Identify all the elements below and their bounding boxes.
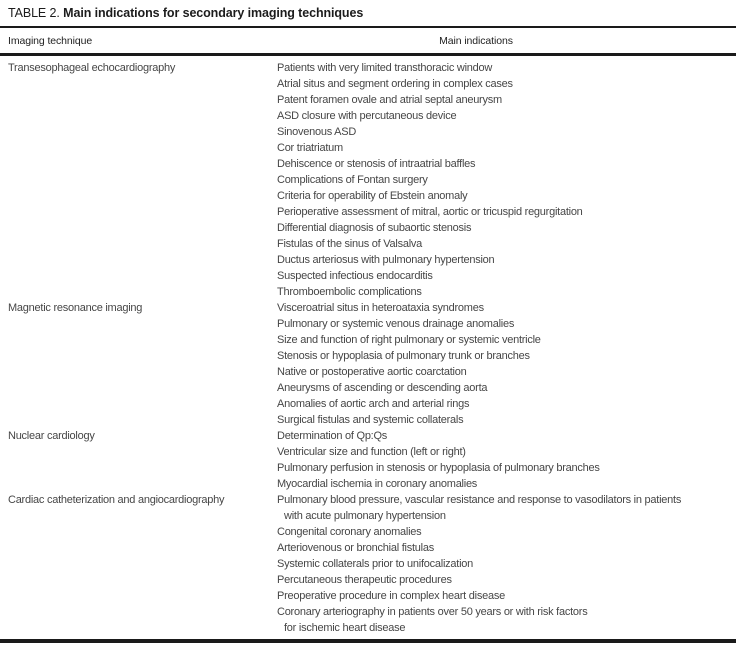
column-header-imaging-technique: Imaging technique (8, 35, 93, 47)
indication-line: Dehiscence or stenosis of intraatrial ba… (277, 158, 476, 170)
indications-list: Visceroatrial situs in heteroataxia synd… (277, 300, 736, 428)
indication-line: Ventricular size and function (left or r… (277, 446, 466, 458)
indication-line: Atrial situs and segment ordering in com… (277, 78, 513, 90)
technique-name: Nuclear cardiology (8, 430, 95, 442)
indication-line: Stenosis or hypoplasia of pulmonary trun… (277, 350, 530, 362)
indication-line: Patients with very limited transthoracic… (277, 62, 493, 74)
indication-line: Percutaneous therapeutic procedures (277, 574, 452, 586)
indication-line: Sinovenous ASD (277, 126, 357, 138)
indication-line: Fistulas of the sinus of Valsalva (277, 238, 423, 250)
table-body: Transesophageal echocardiography Patients… (0, 56, 736, 636)
header-rule (0, 53, 736, 56)
top-rule (0, 26, 736, 28)
indication-line: Size and function of right pulmonary or … (277, 334, 541, 346)
table-title-main: Main indications for secondary imaging t… (63, 6, 364, 20)
indication-line: Ductus arteriosus with pulmonary hyperte… (277, 254, 495, 266)
indications-list: Patients with very limited transthoracic… (277, 60, 736, 300)
indication-line: Pulmonary blood pressure, vascular resis… (277, 494, 682, 506)
indication-line: ASD closure with percutaneous device (277, 110, 457, 122)
indication-line: for ischemic heart disease (284, 622, 406, 634)
indication-line: Preoperative procedure in complex heart … (277, 590, 505, 602)
technique-group-row: Cardiac catheterization and angiocardiog… (0, 492, 736, 636)
indication-line: Complications of Fontan surgery (277, 174, 428, 186)
column-header-row: Imaging technique Main indications (0, 28, 736, 53)
indication-line: Coronary arteriography in patients over … (277, 606, 588, 618)
indication-line: Anomalies of aortic arch and arterial ri… (277, 398, 470, 410)
indication-line: Pulmonary or systemic venous drainage an… (277, 318, 515, 330)
indication-line: Systemic collaterals prior to unifocaliz… (277, 558, 474, 570)
indication-line: Patent foramen ovale and atrial septal a… (277, 94, 502, 106)
technique-group-row: Nuclear cardiology Determination of Qp:Qs… (0, 428, 736, 492)
column-header-main-indications: Main indications (439, 35, 513, 47)
indication-line: Suspected infectious endocarditis (277, 270, 433, 282)
indication-line: Criteria for operability of Ebstein anom… (277, 190, 468, 202)
indication-line: Congenital coronary anomalies (277, 526, 422, 538)
indication-line: with acute pulmonary hypertension (284, 510, 446, 522)
table-title: TABLE 2. Main indications for secondary … (0, 0, 736, 21)
indications-list: Pulmonary blood pressure, vascular resis… (277, 492, 736, 636)
table-title-prefix: TABLE 2. (8, 6, 60, 20)
indication-line: Cor triatriatum (277, 142, 343, 154)
indication-line: Aneurysms of ascending or descending aor… (277, 382, 488, 394)
indication-line: Thromboembolic complications (277, 286, 422, 298)
indication-line: Visceroatrial situs in heteroataxia synd… (277, 302, 484, 314)
indication-line: Native or postoperative aortic coarctati… (277, 366, 467, 378)
indication-line: Myocardial ischemia in coronary anomalie… (277, 478, 478, 490)
indication-line: Perioperative assessment of mitral, aort… (277, 206, 583, 218)
indication-line: Arteriovenous or bronchial fistulas (277, 542, 434, 554)
indication-line: Differential diagnosis of subaortic sten… (277, 222, 472, 234)
technique-name: Magnetic resonance imaging (8, 302, 143, 314)
bottom-rule (0, 639, 736, 643)
technique-name: Cardiac catheterization and angiocardiog… (8, 494, 225, 506)
indication-line: Pulmonary perfusion in stenosis or hypop… (277, 462, 600, 474)
indications-list: Determination of Qp:Qs Ventricular size a… (277, 428, 736, 492)
technique-group-row: Transesophageal echocardiography Patients… (0, 60, 736, 300)
technique-group-row: Magnetic resonance imaging Visceroatrial … (0, 300, 736, 428)
technique-name: Transesophageal echocardiography (8, 62, 176, 74)
indication-line: Surgical fistulas and systemic collatera… (277, 414, 464, 426)
indication-line: Determination of Qp:Qs (277, 430, 388, 442)
